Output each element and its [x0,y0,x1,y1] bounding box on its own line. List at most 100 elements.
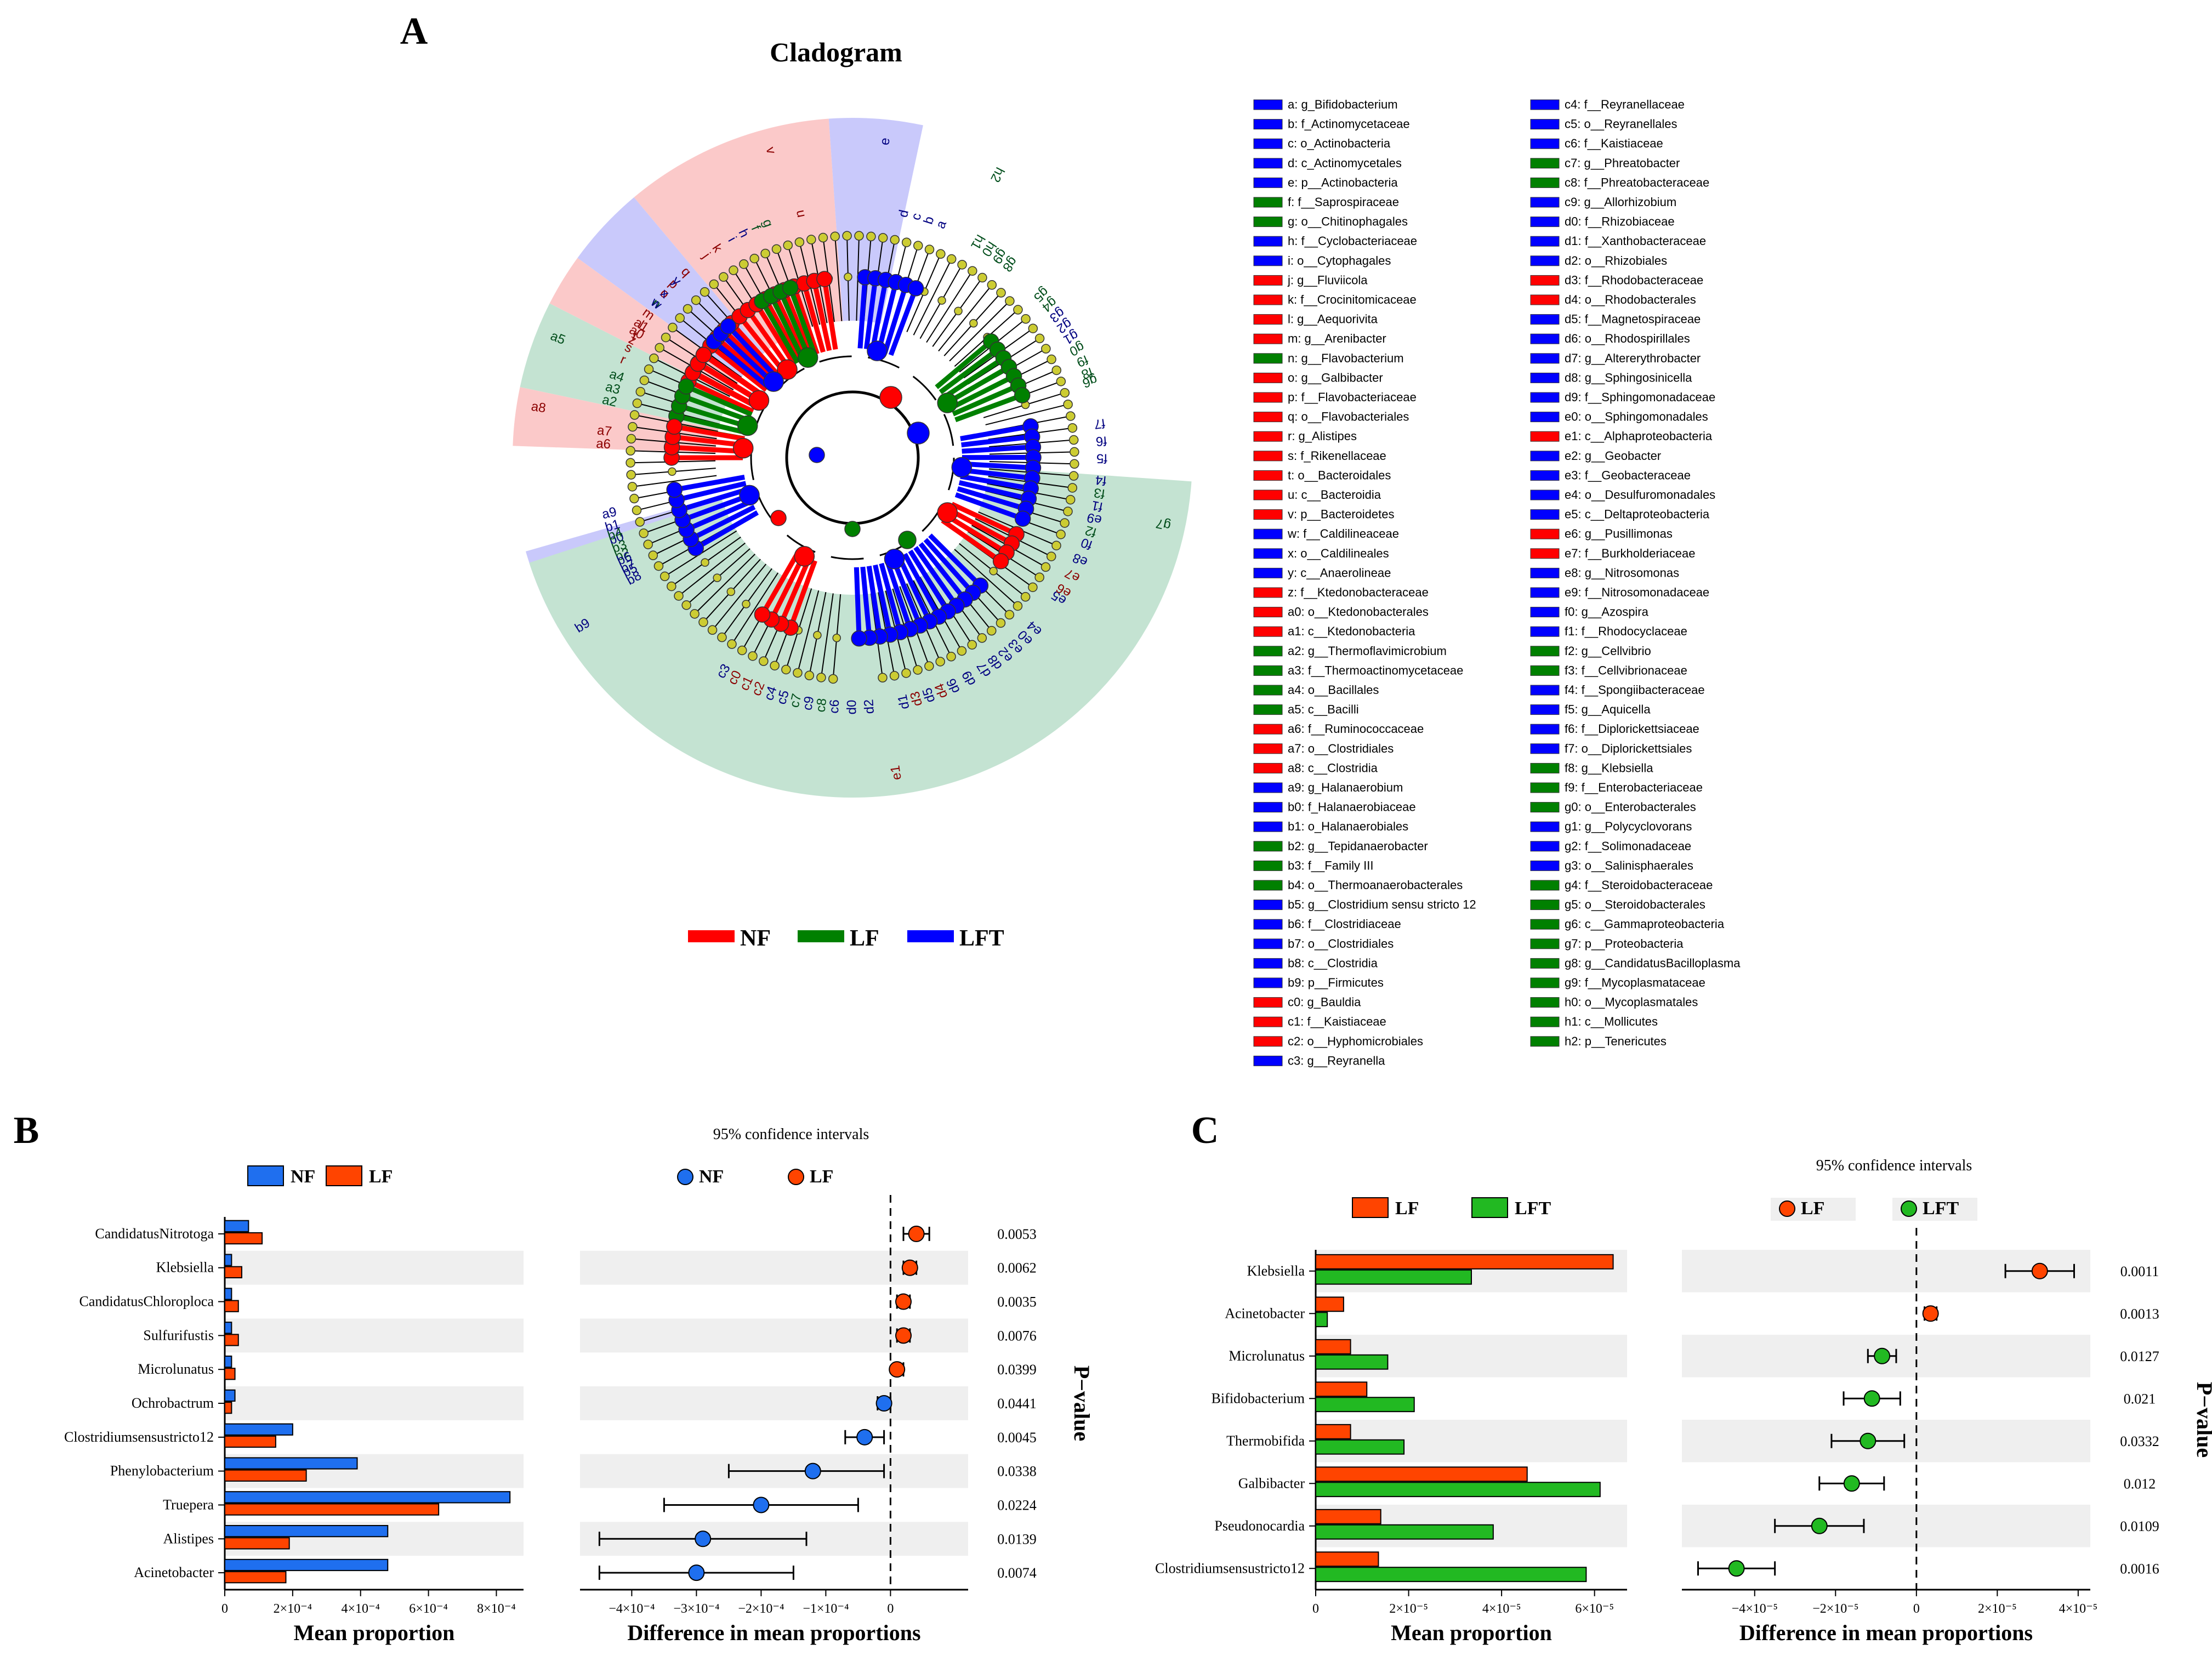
tree-branch-69 [938,284,993,352]
cladogram-title: Cladogram [770,37,902,67]
tree-leaf-30 [628,422,638,432]
taxa-swatch-90 [1530,880,1560,891]
taxa-swatch-10 [1253,294,1283,305]
clade-branch-9 [866,566,883,637]
bar-x-tick-label: 6×10⁻⁵ [1575,1602,1614,1616]
taxa-key-item: z: f__Ktedonobacteraceae [1288,585,1429,599]
taxa-key-item: a9: g_Halanaerobium [1288,781,1403,794]
taxa-key-item: h1: c__Mollicutes [1565,1015,1658,1028]
taxa-swatch-73 [1530,548,1560,559]
taxa-swatch-56 [1530,217,1560,227]
taxa-swatch-4 [1253,177,1283,188]
taxa-key-item: a: g_Bifidobacterium [1288,98,1398,111]
panel-label-b: B [14,1109,39,1152]
tree-leaf-56 [842,231,852,241]
tree-branch-13 [694,554,756,614]
clade-branch-0 [746,309,792,370]
clade-label-f3: f3 [1093,485,1106,502]
ci-legend-dot-LFT [1901,1200,1917,1217]
clade-branch-5 [675,413,747,435]
tree-leaf-23 [632,505,642,515]
clade-label-a2: a2 [601,392,618,409]
root-node-alpha [770,510,787,526]
tree-leaf-105 [957,646,967,656]
legend-swatch-LF [798,930,844,942]
taxa-swatch-68 [1530,451,1560,462]
tree-leaf-79 [1056,377,1066,386]
taxa-swatch-64 [1530,372,1560,383]
clade-branch-6 [672,445,743,454]
tree-leaf-68 [977,272,987,283]
ci-point-6 [1811,1517,1828,1534]
taxa-swatch-19 [1253,470,1283,481]
category-label: Galbibacter [1238,1475,1305,1491]
p-value-4: 0.0399 [997,1362,1037,1378]
clade-branch-9 [902,553,941,618]
taxa-key-item: a2: g__Thermoflavimicrobium [1288,644,1447,658]
taxa-key-item: m: g__Arenibacter [1288,332,1386,345]
tree-leaf-17 [659,571,670,582]
clade-branch-1 [876,281,899,352]
bar-legend-swatch-LFT [1471,1197,1508,1218]
tree-leaf-11 [707,625,718,635]
tree-leaf-3 [793,668,803,678]
category-label: Bifidobacterium [1212,1390,1305,1406]
ci-point-0 [2031,1262,2048,1279]
p-value-10: 0.0074 [997,1565,1037,1581]
tree-leaf-7 [748,651,758,661]
taxa-swatch-29 [1253,665,1283,676]
clade-node-8 [754,606,771,623]
taxa-swatch-47 [1253,1016,1283,1027]
clade-root-12 [937,392,958,413]
ci-point-1 [901,1259,918,1276]
clade-branch-0 [811,280,832,351]
clade-branch-11 [962,461,1033,470]
clade-branch-1 [870,279,889,351]
clade-label-u: u [793,208,809,219]
taxa-swatch-52 [1530,138,1560,149]
tree-leaf-88 [1067,483,1078,493]
taxa-swatch-57 [1530,236,1560,247]
clade-root-7 [739,485,760,506]
clade-label-c7: c7 [787,692,805,709]
legend-label-LF: LF [850,926,879,951]
taxa-swatch-94 [1530,958,1560,969]
tree-node-26 [668,467,676,476]
taxa-swatch-83 [1530,743,1560,754]
clade-branch-1 [857,277,868,349]
tree-leaf-42 [691,295,701,305]
clade-node-9 [851,630,867,647]
taxa-key-item: k: f__Crocinitomicaceae [1288,293,1417,306]
taxa-swatch-26 [1253,607,1283,618]
clade-branch-9 [897,556,932,623]
tree-leaf-5 [770,661,780,671]
taxa-key-item: w: f__Caldilineaceae [1287,527,1399,540]
tree-leaf-37 [655,343,664,353]
clade-branch-0 [822,278,838,350]
taxa-swatch-45 [1253,977,1283,988]
taxa-key-item: h0: o__Mycoplasmatales [1565,995,1698,1009]
ci-point-7 [804,1462,821,1479]
bar-LFT-5 [1315,1482,1601,1498]
taxa-swatch-41 [1253,900,1283,910]
taxa-swatch-38 [1253,841,1283,852]
clade-branch-12 [949,374,1015,411]
taxa-swatch-72 [1530,528,1560,539]
taxa-key-item: h2: p__Tenericutes [1565,1034,1667,1048]
taxa-key-item: v: p__Bacteroidetes [1288,508,1394,521]
bar-x-axis-title: Mean proportion [1391,1620,1552,1645]
tree-leaf-67 [968,266,977,276]
tree-node-56 [844,272,852,281]
tree-node-70 [969,319,978,328]
taxa-swatch-11 [1253,314,1283,325]
clade-root-4 [748,390,770,411]
bar-x-tick-label: 2×10⁻⁵ [1389,1602,1428,1616]
ci-legend-label-NF: NF [699,1166,724,1187]
bar-legend-swatch-LF [326,1165,362,1186]
ci-x-tick-label: 2×10⁻⁵ [1978,1602,2017,1616]
taxa-key-item: f2: g__Cellvibrio [1565,644,1651,658]
category-label: Microlunatus [1229,1348,1305,1364]
clade-label-f5: f5 [1096,451,1107,466]
p-value-axis-title: P−value [2192,1382,2212,1458]
bar-stripe-1 [225,1250,524,1285]
